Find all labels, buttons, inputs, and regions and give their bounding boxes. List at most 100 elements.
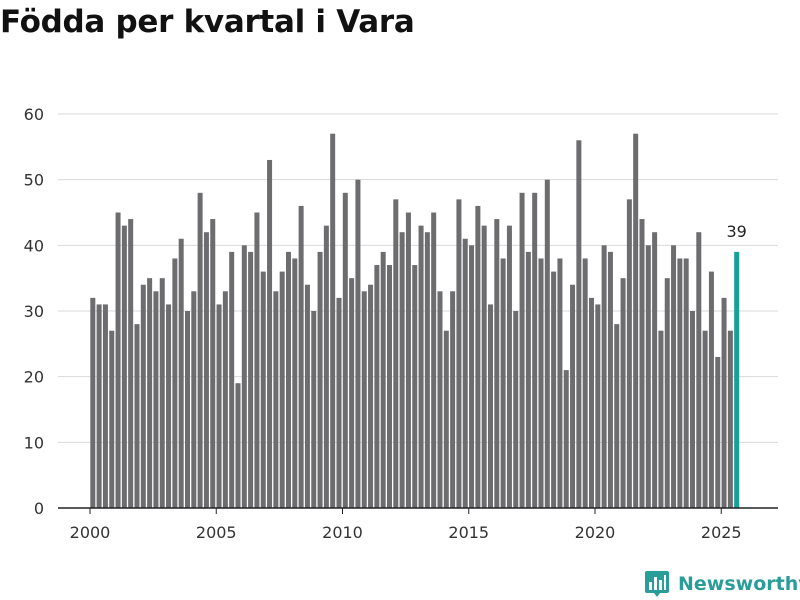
bar xyxy=(721,297,727,508)
bar xyxy=(330,133,336,508)
bar xyxy=(658,330,664,508)
bar xyxy=(121,225,127,508)
bar-highlight xyxy=(734,251,740,508)
bar xyxy=(184,311,190,508)
bar xyxy=(298,205,304,508)
brand-logo[interactable]: Newsworthy xyxy=(644,569,800,599)
bar xyxy=(557,258,563,508)
bar xyxy=(115,212,121,508)
x-tick-label: 2020 xyxy=(575,523,616,542)
bar xyxy=(437,291,443,508)
bar xyxy=(191,291,197,508)
bar xyxy=(639,219,645,509)
bar xyxy=(607,251,613,508)
bar xyxy=(102,304,108,508)
bar xyxy=(576,140,582,508)
y-axis-ticks: 0 10 20 30 40 50 60 xyxy=(24,105,44,518)
bar xyxy=(431,212,437,508)
data-labels: 39 xyxy=(727,222,747,241)
bar xyxy=(595,304,601,508)
bar xyxy=(368,284,374,508)
bar xyxy=(601,245,607,509)
bar xyxy=(222,291,228,508)
bar xyxy=(210,219,216,509)
bar xyxy=(336,297,342,508)
bar xyxy=(349,278,355,508)
bar xyxy=(551,271,557,508)
y-tick-label: 20 xyxy=(24,368,44,387)
bar xyxy=(399,232,405,508)
bar xyxy=(538,258,544,508)
bar xyxy=(216,304,222,508)
bar xyxy=(128,219,134,509)
bar xyxy=(664,278,670,508)
bar xyxy=(582,258,588,508)
bar xyxy=(481,225,487,508)
bar xyxy=(671,245,677,509)
bar xyxy=(475,205,481,508)
bar xyxy=(147,278,153,508)
bar xyxy=(645,245,651,509)
bar xyxy=(588,297,594,508)
bar xyxy=(689,311,695,508)
bar xyxy=(159,278,165,508)
bar xyxy=(727,330,733,508)
bar xyxy=(513,311,519,508)
bar xyxy=(424,232,430,508)
bar xyxy=(285,251,291,508)
bar xyxy=(633,133,639,508)
bar xyxy=(374,265,380,508)
bar xyxy=(570,284,576,508)
x-tick-label: 2010 xyxy=(322,523,363,542)
bar xyxy=(279,271,285,508)
newsworthy-logo-icon xyxy=(645,571,669,597)
bar xyxy=(197,192,203,509)
bar xyxy=(487,304,493,508)
y-tick-label: 40 xyxy=(24,236,44,255)
bar xyxy=(715,356,721,508)
bar xyxy=(418,225,424,508)
bar xyxy=(267,159,273,508)
bar xyxy=(178,238,184,508)
bar xyxy=(563,370,569,508)
bar xyxy=(241,245,247,509)
bar xyxy=(254,212,260,508)
y-tick-label: 60 xyxy=(24,105,44,124)
bar xyxy=(708,271,714,508)
bar xyxy=(544,179,550,508)
bar xyxy=(380,251,386,508)
bar xyxy=(450,291,456,508)
bar xyxy=(443,330,449,508)
y-tick-label: 10 xyxy=(24,433,44,452)
bar xyxy=(342,192,348,509)
bar xyxy=(652,232,658,508)
y-tick-label: 50 xyxy=(24,171,44,190)
bar xyxy=(626,199,632,508)
x-tick-label: 2025 xyxy=(701,523,742,542)
bar xyxy=(304,284,310,508)
bar xyxy=(235,383,241,508)
bar xyxy=(361,291,367,508)
bar xyxy=(386,265,392,508)
bar xyxy=(677,258,683,508)
bar xyxy=(273,291,279,508)
bar xyxy=(140,284,146,508)
bar xyxy=(456,199,462,508)
bar xyxy=(469,245,475,509)
x-axis: 2000 2005 2010 2015 2020 2025 xyxy=(58,507,778,542)
bar xyxy=(614,324,620,508)
bar xyxy=(683,258,689,508)
grid-lines xyxy=(58,113,778,443)
bar xyxy=(109,330,115,508)
bar xyxy=(620,278,626,508)
bar xyxy=(696,232,702,508)
bar xyxy=(172,258,178,508)
bar xyxy=(134,324,140,508)
x-tick-label: 2005 xyxy=(196,523,237,542)
bar xyxy=(311,311,317,508)
bar xyxy=(166,304,172,508)
bar xyxy=(412,265,418,508)
bar xyxy=(323,225,329,508)
bar xyxy=(702,330,708,508)
